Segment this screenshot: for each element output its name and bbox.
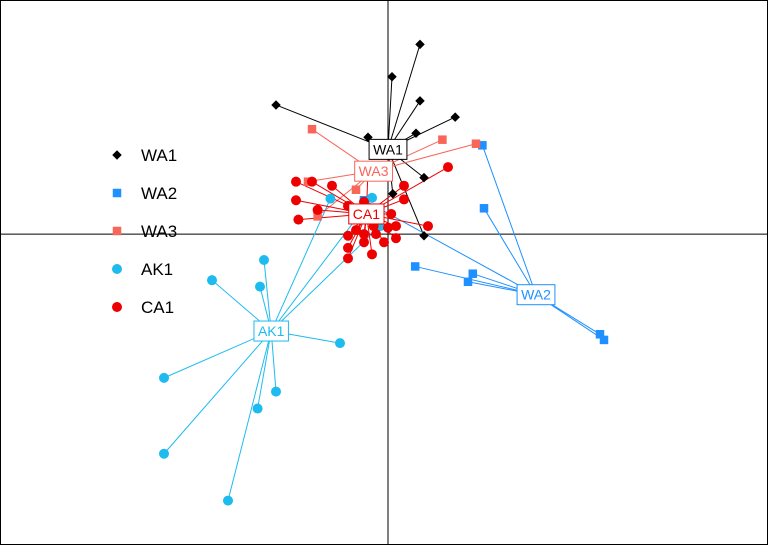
spoke-ak1-7: [163, 330, 272, 455]
point-ca1-2: [327, 180, 337, 191]
legend-label-wa1: WA1: [141, 146, 177, 165]
point-wa1-0: [415, 39, 425, 50]
point-wa2-5: [595, 330, 605, 339]
point-wa1-9: [419, 231, 429, 241]
legend-marker-wa3: [112, 226, 122, 236]
point-ca1-18: [371, 229, 381, 240]
point-ca1-16: [359, 229, 369, 240]
centroid-label-text-wa1: WA1: [373, 141, 403, 157]
point-wa1-8: [388, 189, 398, 199]
point-wa1-5: [411, 128, 421, 138]
point-ak1-8: [223, 495, 233, 506]
legend-label-ak1: AK1: [141, 260, 173, 279]
spoke-wa1-0: [387, 44, 421, 150]
point-ak1-4: [271, 386, 281, 397]
centroid-label-wa2: WA2: [516, 284, 556, 306]
point-wa3-2: [471, 139, 481, 148]
centroid-label-text-wa3: WA3: [359, 163, 389, 179]
point-wa2-1: [478, 141, 487, 150]
point-ca1-0: [291, 176, 301, 187]
point-ca1-23: [343, 253, 353, 264]
centroid-labels: WA1 WA2 WA3 AK1 CA1: [253, 138, 556, 342]
point-wa2-3: [468, 269, 478, 278]
point-ca1-12: [423, 221, 433, 232]
point-wa1-1: [387, 71, 397, 82]
point-ca1-22: [343, 242, 353, 253]
point-ca1-19: [343, 230, 353, 241]
point-ak1-0: [259, 254, 269, 265]
point-ak1-3: [335, 338, 345, 349]
point-wa1-2: [271, 100, 281, 110]
point-wa2-4: [463, 277, 473, 287]
centroid-label-wa1: WA1: [368, 138, 408, 160]
centroid-label-box-wa1: [368, 138, 408, 160]
centroid-label-box-ak1: [253, 320, 289, 342]
centroid-label-text-ak1: AK1: [258, 323, 285, 339]
point-ca1-11: [399, 194, 409, 205]
centroid-label-ca1: CA1: [348, 203, 385, 225]
legend-label-ca1: CA1: [141, 298, 174, 317]
spoke-ak1-8: [227, 330, 272, 501]
point-ca1-20: [359, 237, 369, 248]
spoke-ak1-9: [270, 198, 331, 332]
legend-marker-wa1: [112, 150, 122, 160]
point-wa1-4: [450, 112, 460, 122]
spoke-wa1-9: [387, 149, 425, 236]
spoke-wa1-1: [387, 76, 393, 150]
centroid-label-box-wa2: [516, 284, 556, 306]
point-ca1-21: [379, 237, 389, 248]
spoke-ak1-0: [263, 259, 272, 332]
spoke-ak1-6: [257, 330, 272, 409]
point-ak1-5: [159, 372, 169, 383]
spoke-ak1-5: [163, 330, 272, 379]
spoke-wa2-1: [481, 145, 537, 295]
point-ca1-6: [291, 195, 301, 206]
centroid-label-wa3: WA3: [354, 160, 394, 182]
centroid-label-box-wa3: [354, 160, 394, 182]
point-wa1-7: [419, 172, 429, 183]
point-ak1-9: [325, 193, 336, 204]
point-ca1-26: [351, 225, 361, 236]
point-ca1-25: [391, 221, 401, 232]
point-wa2-6: [599, 335, 609, 345]
point-wa3-4: [351, 185, 361, 194]
legend-label-wa3: WA3: [141, 222, 177, 241]
legend-marker-ak1: [112, 264, 122, 274]
point-ca1-24: [367, 249, 377, 260]
centroid-label-text-ca1: CA1: [353, 206, 380, 222]
legend-marker-ca1: [112, 302, 122, 312]
point-ca1-17: [383, 222, 393, 233]
legend-marker-wa2: [112, 188, 122, 198]
point-ak1-7: [159, 448, 169, 459]
point-wa3-1: [438, 135, 447, 144]
point-wa2-2: [410, 262, 420, 271]
point-ca1-1: [307, 176, 317, 187]
centroid-label-text-wa2: WA2: [521, 287, 551, 303]
legend: WA1 WA2 WA3 AK1 CA1: [112, 146, 177, 317]
centroid-label-ak1: AK1: [253, 320, 289, 342]
point-ca1-8: [312, 204, 323, 215]
point-ca1-27: [391, 233, 401, 244]
legend-label-wa2: WA2: [141, 184, 177, 203]
point-wa1-3: [415, 96, 425, 106]
point-wa3-0: [307, 124, 317, 134]
spoke-wa2-0: [483, 208, 537, 295]
point-ca1-13: [386, 208, 397, 219]
centroid-label-box-ca1: [348, 203, 385, 225]
data-points: [159, 39, 609, 506]
point-ak1-2: [207, 275, 217, 286]
point-ca1-5: [399, 180, 409, 191]
spoke-wa2-2: [415, 265, 537, 296]
point-ak1-1: [255, 281, 265, 292]
point-ca1-4: [443, 162, 453, 173]
point-ak1-6: [252, 403, 263, 414]
point-ca1-7: [293, 214, 304, 225]
point-ak1-10: [367, 192, 377, 203]
point-wa3-5: [313, 212, 322, 221]
point-wa2-0: [479, 204, 489, 213]
